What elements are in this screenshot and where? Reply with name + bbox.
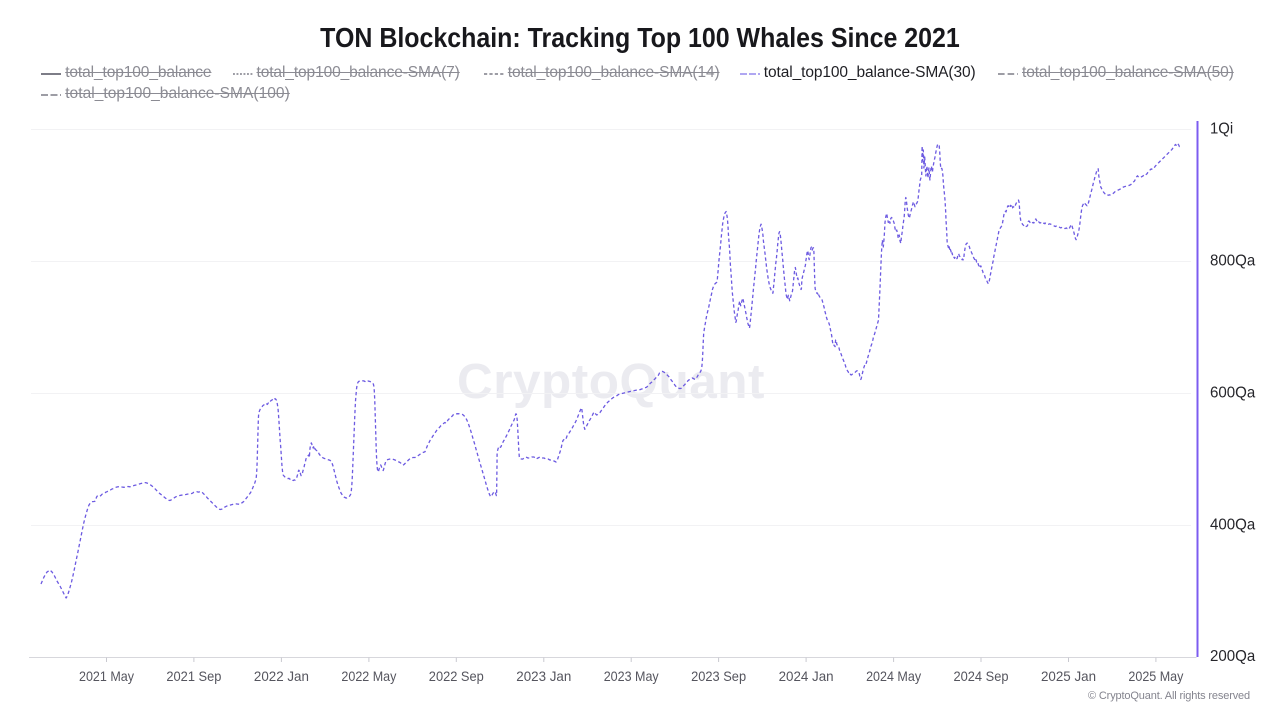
svg-text:200Qa: 200Qa [1210, 648, 1255, 665]
svg-text:2023 Sep: 2023 Sep [691, 668, 746, 684]
svg-text:2021 May: 2021 May [79, 668, 134, 684]
svg-text:600Qa: 600Qa [1210, 384, 1255, 401]
svg-text:2025 May: 2025 May [1128, 668, 1183, 684]
svg-text:2021 Sep: 2021 Sep [166, 668, 221, 684]
svg-text:2024 May: 2024 May [866, 668, 921, 684]
svg-text:800Qa: 800Qa [1210, 252, 1255, 269]
svg-text:2022 Sep: 2022 Sep [429, 668, 484, 684]
svg-text:2023 May: 2023 May [604, 668, 659, 684]
svg-text:2024 Sep: 2024 Sep [954, 668, 1009, 684]
svg-text:2022 May: 2022 May [341, 668, 396, 684]
svg-text:2024 Jan: 2024 Jan [779, 668, 834, 684]
svg-text:1Qi: 1Qi [1210, 120, 1233, 137]
svg-text:2025 Jan: 2025 Jan [1041, 668, 1096, 684]
svg-text:2022 Jan: 2022 Jan [254, 668, 309, 684]
svg-text:2023 Jan: 2023 Jan [516, 668, 571, 684]
svg-text:400Qa: 400Qa [1210, 516, 1255, 533]
